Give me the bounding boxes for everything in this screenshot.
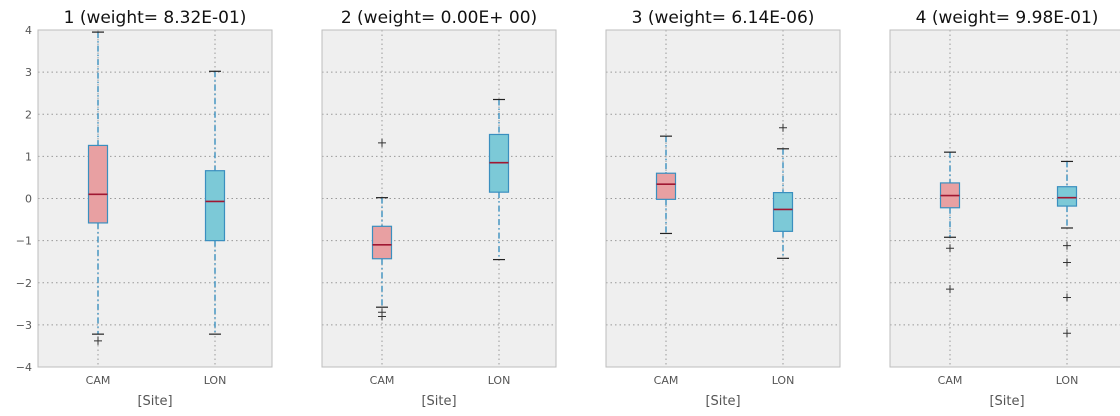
y-tick-label: −3 <box>16 319 32 332</box>
y-tick-label: −4 <box>16 361 32 374</box>
outlier-marker <box>1063 258 1071 267</box>
x-tick-label: LON <box>488 374 511 387</box>
box-cam <box>939 151 961 294</box>
y-tick-label: 0 <box>25 193 32 206</box>
outlier-marker <box>94 336 102 345</box>
panel-title: 4 (weight= 9.98E-01) <box>916 8 1099 28</box>
box-cam <box>87 31 109 345</box>
iqr-box <box>1056 186 1078 207</box>
box-lon <box>204 70 226 335</box>
outlier-marker <box>1063 241 1071 250</box>
y-tick-label: 4 <box>25 24 32 37</box>
outlier-marker <box>378 312 386 321</box>
outlier-marker <box>946 244 954 253</box>
iqr-box <box>655 172 677 200</box>
box-lon <box>488 98 510 261</box>
y-tick-label: −2 <box>16 277 32 290</box>
x-axis-label: [Site] <box>137 394 172 409</box>
panel-frame <box>605 29 841 368</box>
panel-frame <box>321 29 557 368</box>
box-lon <box>772 123 794 259</box>
x-axis-label: [Site] <box>989 394 1024 409</box>
x-tick-label: LON <box>772 374 795 387</box>
outlier-marker <box>1063 329 1071 338</box>
panel-title: 1 (weight= 8.32E-01) <box>64 8 247 28</box>
iqr-box <box>371 225 393 260</box>
x-tick-label: CAM <box>654 374 679 387</box>
iqr-box <box>204 170 226 242</box>
outlier-marker <box>378 138 386 147</box>
outlier-marker <box>779 123 787 132</box>
panel-frame <box>37 29 273 368</box>
panel-frame <box>889 29 1120 368</box>
iqr-box <box>772 192 794 232</box>
y-tick-label: 3 <box>25 66 32 79</box>
panel-1: 4 3 2 1 0 −1 −2 −3 −4 1 (weight= 8.32E-01) CAM LON [… <box>16 8 273 409</box>
box-cam <box>371 138 393 321</box>
panel-background <box>890 30 1120 367</box>
x-tick-label: LON <box>204 374 227 387</box>
y-tick-label: −1 <box>16 235 32 248</box>
x-tick-label: CAM <box>370 374 395 387</box>
iqr-box <box>87 144 109 224</box>
x-tick-label: CAM <box>938 374 963 387</box>
panel-title: 3 (weight= 6.14E-06) <box>632 8 815 28</box>
x-tick-label: CAM <box>86 374 111 387</box>
x-axis-label: [Site] <box>705 394 740 409</box>
box-lon <box>1056 160 1078 338</box>
box-cam <box>655 135 677 235</box>
panel-title: 2 (weight= 0.00E+ 00) <box>341 8 537 28</box>
x-tick-label: LON <box>1056 374 1079 387</box>
panel-2: 2 (weight= 0.00E+ 00) CAM LON [Site] <box>321 8 557 409</box>
panel-3: 3 (weight= 6.14E-06) CAM LON [Site] <box>605 8 841 409</box>
panel-4: 4 (weight= 9.98E-01) CAM LON [Site] <box>889 8 1120 409</box>
outlier-marker <box>946 285 954 294</box>
y-tick-label: 1 <box>25 150 32 163</box>
x-axis-label: [Site] <box>421 394 456 409</box>
outlier-marker <box>1063 293 1071 302</box>
y-tick-label: 2 <box>25 108 32 121</box>
